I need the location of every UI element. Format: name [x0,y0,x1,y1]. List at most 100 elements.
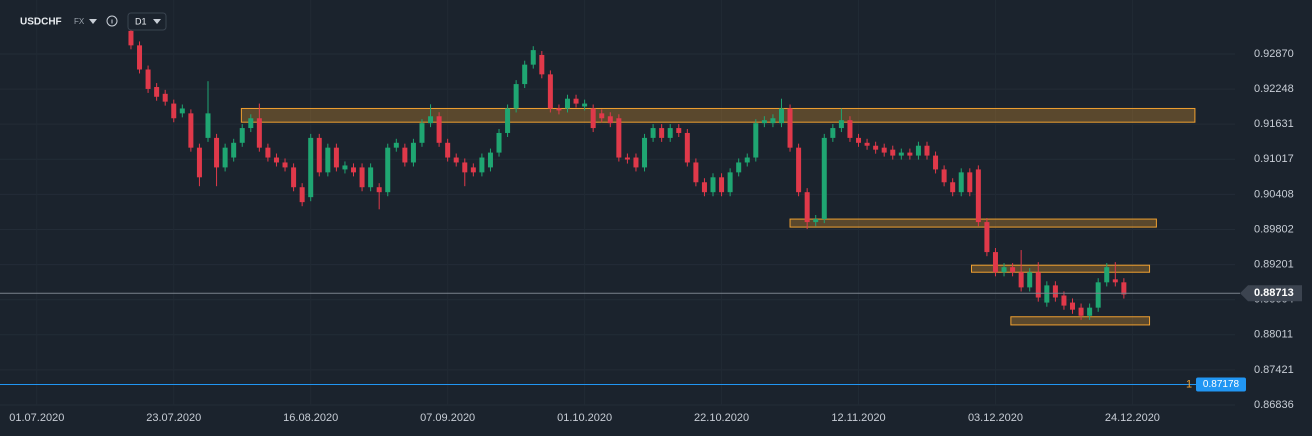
candle-body [513,84,519,109]
candle-body [1010,267,1016,273]
candle-body [487,152,493,168]
timeframe: D1 [135,16,147,26]
candle-body [873,145,879,150]
candle-body [171,103,177,119]
candle-body [624,157,630,160]
candle-body [967,172,973,193]
candle-body [847,120,853,138]
candle-body [342,165,348,170]
symbol-dropdown[interactable] [89,19,97,24]
candle-body [744,157,750,163]
candle-body [864,142,870,146]
candle-body [770,118,776,124]
candle-body [214,137,220,168]
candle-body [573,98,579,104]
candle-body [1061,295,1067,306]
candle-body [248,118,254,129]
candle-body [633,157,639,168]
candle-body [539,54,545,75]
candle-body [590,108,596,129]
candle-body [727,172,733,193]
candle-body [1121,282,1127,295]
candle-body [385,147,391,193]
zone [971,264,1151,273]
candle-body [325,147,331,173]
info-icon[interactable] [106,15,118,27]
y-tick-label: 0.90408 [1254,188,1294,200]
candle-body [402,147,408,163]
candle-body [667,128,673,138]
candle-body [291,167,297,188]
candle-body [659,128,665,138]
candle-body [462,162,468,173]
candle-body [778,108,784,124]
candle-body [1035,272,1041,298]
candle-body [941,169,947,183]
candle-body [188,113,194,148]
candle-body [890,149,896,156]
candle-body [719,177,725,193]
candle-body [1112,279,1118,283]
candle-body [453,157,459,163]
candle-body [1018,272,1024,288]
x-tick-label: 22.10.2020 [694,412,749,424]
candle-body [924,145,930,156]
candle-body [710,177,716,193]
candle-body [393,142,399,148]
candle-body [179,108,185,114]
candle-body [154,87,160,97]
x-tick-label: 03.12.2020 [968,412,1023,424]
candle-body [1044,285,1050,303]
y-tick-label: 0.89201 [1254,259,1294,271]
candle-body [616,118,622,158]
y-tick-label: 0.89802 [1254,223,1294,235]
candle-body [265,147,271,158]
candle-body [419,123,425,143]
candle-body [162,93,168,102]
candle-body [445,142,451,158]
candle-body [145,69,151,89]
candle-body [736,162,742,173]
candle-body [684,132,690,163]
order-price-box [1196,377,1246,392]
price-label: 0.88713 [1254,287,1294,299]
candle-body [1078,307,1084,316]
candle-body [359,167,365,188]
timeframe-button[interactable] [127,12,167,31]
candle-body [316,137,322,173]
candle-body [282,162,288,168]
candle-body [753,123,759,158]
candle-body [898,152,904,156]
candle-body [992,252,998,273]
candle-body [975,169,981,223]
y-tick-label: 0.91017 [1254,153,1294,165]
candle-body [701,182,707,193]
candle-body [547,74,553,109]
candle-body [642,137,648,168]
x-tick-label: 07.09.2020 [420,412,475,424]
zone [240,107,1196,123]
candle-body [196,147,202,178]
x-tick-label: 24.12.2020 [1105,412,1160,424]
zone [789,218,1157,228]
zone [1010,316,1151,326]
order-count: 1 [1186,378,1192,390]
candle-body [436,116,442,143]
candle-body [1070,302,1076,310]
candle-body [1104,267,1110,283]
symbol[interactable]: USDCHF [20,17,62,28]
y-tick-label: 0.92870 [1254,48,1294,60]
candle-body [907,152,913,156]
info-icon-stem [111,19,113,24]
candle-body [813,219,819,223]
market: FX [74,17,85,26]
candle-body [333,147,339,168]
candle-body [650,128,656,138]
candle-body [137,45,143,70]
candle-body [821,137,827,220]
candle-body [676,128,682,133]
candle-body [1087,307,1093,316]
candle-body [222,147,228,168]
x-tick-label: 01.07.2020 [9,412,64,424]
